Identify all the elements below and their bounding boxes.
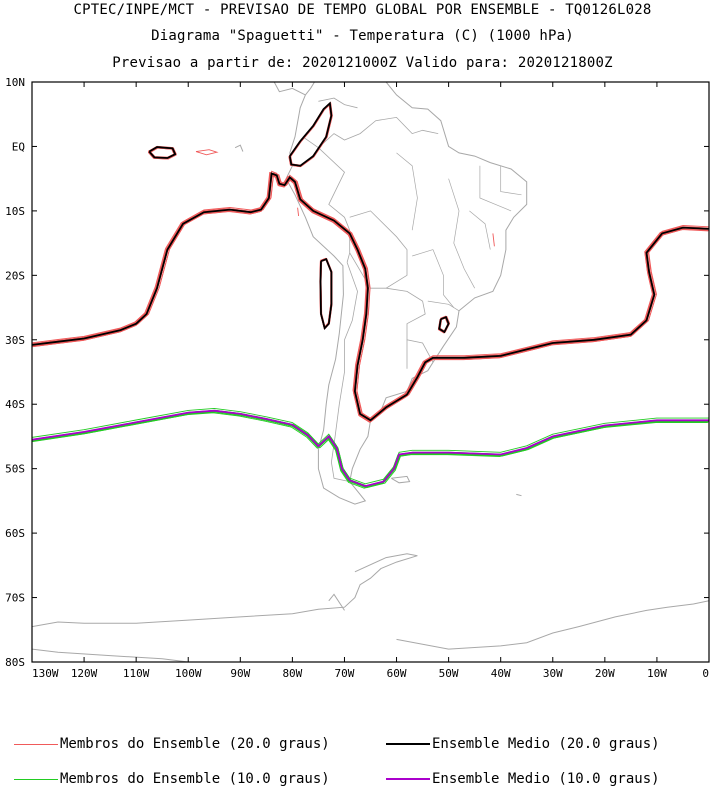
coastline-6: [391, 475, 411, 484]
ensemble-mean-20-contour: [288, 101, 333, 167]
country-border-6: [302, 136, 319, 149]
ensemble-mean-20-contour: [32, 172, 709, 422]
lon-tick-label: 100W: [175, 667, 202, 680]
legend-swatch-member-10: [14, 778, 58, 780]
member-20-contour: [492, 233, 495, 247]
country-border-2: [349, 210, 408, 289]
lon-tick-label: 0: [702, 667, 709, 680]
state-border-3: [432, 249, 455, 308]
legend-mean-10: Ensemble Medio (10.0 graus): [386, 771, 660, 787]
member-20-contour: [297, 207, 300, 217]
state-border-1: [448, 178, 476, 289]
mean-layer: [32, 101, 709, 488]
coastline-9: [234, 144, 244, 152]
country-border-0: [318, 116, 439, 148]
lon-tick-label: 90W: [230, 667, 250, 680]
member-20-contour: [32, 172, 709, 421]
legend-member-10-label: Membros do Ensemble (10.0 graus): [60, 771, 330, 787]
coastline-5: [396, 600, 709, 650]
member-20-contour: [32, 172, 709, 421]
ensemble-mean-20-contour: [438, 316, 450, 334]
coastline-8: [32, 648, 189, 662]
legend-swatch-mean-20: [386, 743, 430, 745]
lon-tick-label: 60W: [387, 667, 407, 680]
country-border-3: [386, 287, 434, 363]
member-20-contour: [289, 102, 333, 167]
country-border-1: [318, 147, 351, 263]
ensemble-mean-20-contour: [148, 146, 177, 159]
member-20-contour: [32, 174, 709, 423]
coastline-2: [273, 82, 306, 96]
lon-tick-label: 70W: [335, 667, 355, 680]
lat-tick-label: 40S: [5, 398, 25, 411]
state-border-2: [469, 210, 491, 250]
member-20-layer: [32, 101, 709, 423]
member-20-contour: [34, 172, 709, 421]
legend-mean-10-label: Ensemble Medio (10.0 graus): [432, 771, 660, 787]
lat-tick-label: 30S: [5, 334, 25, 347]
member-20-contour: [32, 171, 708, 420]
lat-tick-label: 60S: [5, 527, 25, 540]
legend-swatch-mean-10: [386, 778, 430, 780]
member-20-contour: [32, 170, 709, 419]
country-border-5: [330, 262, 358, 482]
lat-tick-label: EQ: [12, 140, 25, 153]
ensemble-mean-10-contour: [32, 409, 709, 488]
axes-layer: 10N EQ 10S 20S 30S 40S 50S 60S 70S 80S 130W 120W 110…: [5, 76, 710, 680]
member-20-contour: [32, 174, 709, 423]
title-line-3: Previsao a partir de: 2020121000Z Valido…: [112, 55, 613, 71]
lon-tick-label: 40W: [491, 667, 511, 680]
coastline-1: [305, 82, 387, 96]
state-border-0: [396, 152, 418, 231]
member-20-contour: [289, 102, 332, 167]
lat-tick-label: 70S: [5, 592, 25, 605]
lat-tick-label: 10S: [5, 205, 25, 218]
map-frame: [31, 81, 710, 663]
lon-tick-label: 110W: [123, 667, 150, 680]
lon-tick-label: 120W: [71, 667, 98, 680]
land-layer: [32, 82, 709, 662]
coastline-0: [285, 82, 528, 505]
member-20-contour: [195, 149, 219, 156]
lon-tick-label: 30W: [543, 667, 563, 680]
lat-tick-label: 10N: [5, 76, 25, 89]
lon-tick-label: 10W: [647, 667, 667, 680]
member-20-contour: [289, 101, 333, 166]
lat-tick-label: 50S: [5, 463, 25, 476]
legend-mean-20: Ensemble Medio (20.0 graus): [386, 736, 660, 752]
country-border-7: [318, 97, 358, 109]
coastline-7: [516, 493, 522, 497]
member-10-contour: [32, 407, 709, 485]
coastline-4: [328, 593, 345, 611]
lon-tick-label: 130W: [32, 667, 59, 680]
lon-tick-label: 80W: [282, 667, 302, 680]
legend-member-20: Membros do Ensemble (20.0 graus): [14, 736, 330, 752]
lat-tick-label: 20S: [5, 269, 25, 282]
title-line-1: CPTEC/INPE/MCT - PREVISAO DE TEMPO GLOBA…: [73, 2, 652, 18]
lon-tick-label: 50W: [439, 667, 459, 680]
state-border-6: [479, 165, 512, 212]
member-10-contour: [32, 412, 708, 489]
state-border-5: [412, 249, 434, 257]
member-20-contour: [33, 173, 709, 422]
lat-tick-label: 80S: [5, 656, 25, 669]
state-border-7: [500, 165, 522, 196]
legend-swatch-member-20: [14, 743, 58, 745]
state-border-4: [427, 300, 460, 312]
legend-member-20-label: Membros do Ensemble (20.0 graus): [60, 736, 330, 752]
legend-mean-20-label: Ensemble Medio (20.0 graus): [432, 736, 660, 752]
lon-tick-label: 20W: [595, 667, 615, 680]
ensemble-mean-20-contour: [319, 258, 333, 331]
coastline-3: [32, 553, 418, 628]
title-line-2: Diagrama "Spaguetti" - Temperatura (C) (…: [151, 28, 574, 44]
legend-member-10: Membros do Ensemble (10.0 graus): [14, 771, 330, 787]
